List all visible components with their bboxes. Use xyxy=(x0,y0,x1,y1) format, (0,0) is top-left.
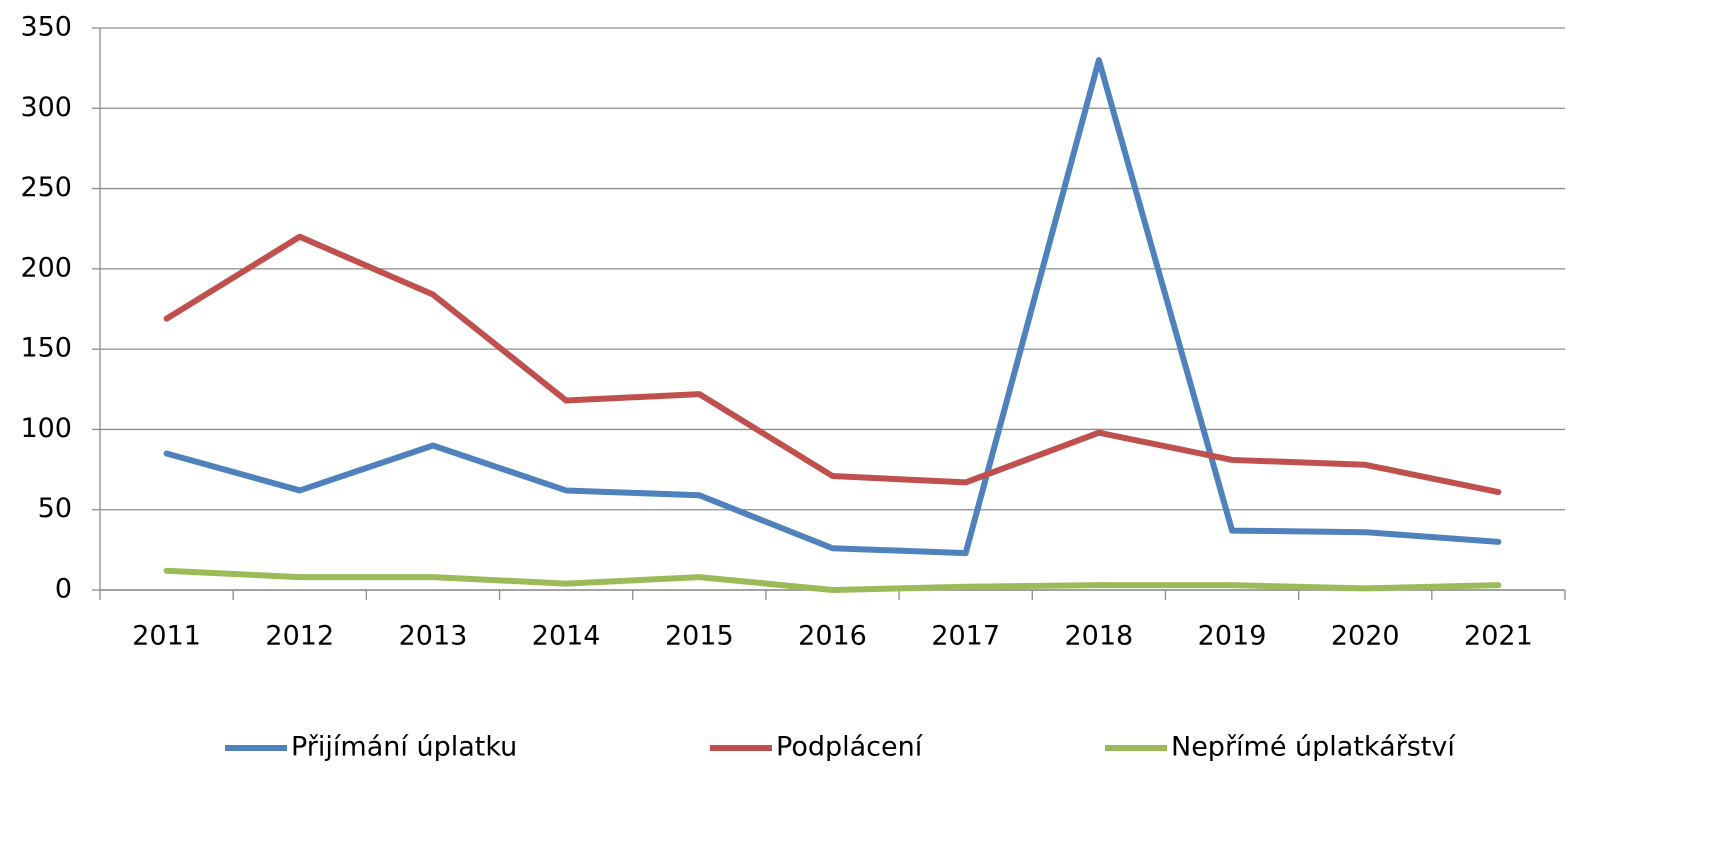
y-tick-label: 250 xyxy=(20,172,72,203)
x-tick-label: 2021 xyxy=(1464,621,1533,652)
x-tick-label: 2019 xyxy=(1198,621,1267,652)
x-tick-label: 2013 xyxy=(399,621,468,652)
x-tick-label: 2011 xyxy=(132,621,201,652)
x-tick-label: 2012 xyxy=(265,621,334,652)
series-line xyxy=(163,567,1502,593)
legend-label: Nepřímé úplatkářství xyxy=(1171,732,1456,763)
legend-label: Podplácení xyxy=(776,732,924,763)
y-tick-label: 0 xyxy=(55,574,72,605)
legend-label: Přijímání úplatku xyxy=(291,732,517,763)
x-tick-label: 2020 xyxy=(1331,621,1400,652)
y-tick-label: 300 xyxy=(20,92,72,123)
x-tick-label: 2016 xyxy=(798,621,867,652)
y-tick-label: 350 xyxy=(20,12,72,43)
series-line xyxy=(163,233,1502,496)
y-tick-label: 50 xyxy=(38,493,72,524)
y-tick-label: 200 xyxy=(20,252,72,283)
x-tick-label: 2018 xyxy=(1065,621,1134,652)
y-tick-label: 100 xyxy=(20,413,72,444)
x-tick-label: 2014 xyxy=(532,621,601,652)
series-line xyxy=(163,57,1502,557)
y-tick-label: 150 xyxy=(20,333,72,364)
x-tick-label: 2017 xyxy=(931,621,1000,652)
x-tick-label: 2015 xyxy=(665,621,734,652)
